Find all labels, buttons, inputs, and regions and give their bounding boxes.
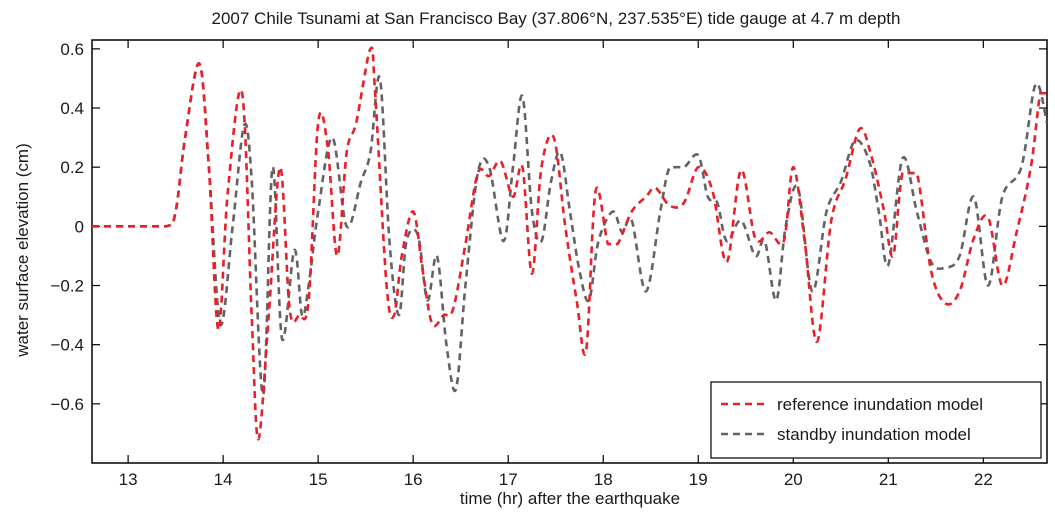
- x-tick-label: 16: [404, 470, 423, 489]
- y-axis: 0.6 0.4 0.2 0 −0.2 −0.4 −0.6: [50, 40, 1047, 414]
- series-line-standby: [92, 62, 1047, 397]
- x-axis: 13 14 15 16 17 18 19 20 21 22: [119, 40, 993, 489]
- y-tick-label: −0.4: [50, 336, 84, 355]
- legend-label: reference inundation model: [777, 395, 983, 414]
- x-axis-label: time (hr) after the earthquake: [460, 489, 680, 508]
- x-tick-label: 13: [119, 470, 138, 489]
- y-tick-label: 0.4: [60, 99, 84, 118]
- series-line-reference: [92, 46, 1047, 441]
- x-tick-label: 19: [689, 470, 708, 489]
- x-tick-label: 20: [784, 470, 803, 489]
- y-tick-label: 0.6: [60, 40, 84, 59]
- x-tick-label: 17: [499, 470, 518, 489]
- x-tick-label: 22: [974, 470, 993, 489]
- chart-title: 2007 Chile Tsunami at San Francisco Bay …: [212, 9, 901, 28]
- x-tick-label: 21: [879, 470, 898, 489]
- y-axis-label: water surface elevation (cm): [13, 143, 32, 358]
- legend: reference inundation model standby inunda…: [710, 381, 1042, 459]
- x-tick-label: 15: [309, 470, 328, 489]
- x-tick-label: 18: [594, 470, 613, 489]
- legend-box: [710, 381, 1042, 459]
- series-layer: [92, 46, 1047, 441]
- y-tick-label: −0.2: [50, 277, 84, 296]
- y-tick-label: 0: [75, 217, 84, 236]
- y-tick-label: −0.6: [50, 395, 84, 414]
- plot-frame: [91, 39, 1048, 464]
- legend-label: standby inundation model: [777, 425, 971, 444]
- x-tick-label: 14: [214, 470, 233, 489]
- y-tick-label: 0.2: [60, 158, 84, 177]
